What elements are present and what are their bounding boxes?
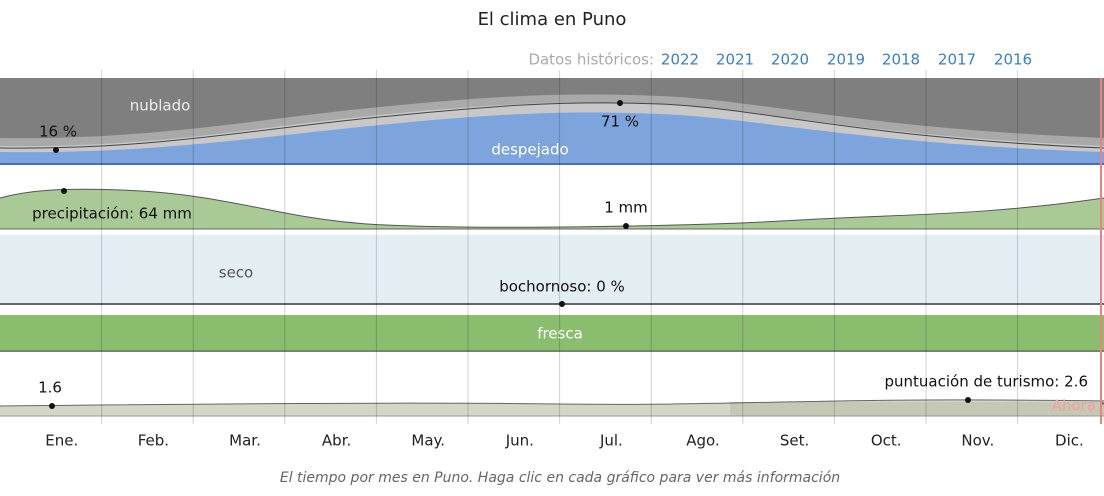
month-grid	[101, 70, 1019, 424]
tourism-line	[0, 399, 1104, 407]
tourism-max-label: puntuación de turismo: 2.6	[884, 373, 1088, 391]
caption: El tiempo por mes en Puno. Haga clic en …	[280, 470, 840, 486]
year-link[interactable]: 2018	[882, 51, 920, 69]
month-label: Feb.	[138, 432, 169, 450]
wind-band	[0, 315, 1104, 352]
month-label: Set.	[780, 432, 809, 450]
precip-min-label: 1 mm	[604, 199, 648, 217]
wind-label: fresca	[537, 325, 583, 343]
humidity-label: seco	[219, 264, 253, 282]
tourism-max-dot	[965, 397, 971, 403]
year-link[interactable]: 2019	[827, 51, 865, 69]
years: 2022 2021 2020 2019 2018 2017 2016	[661, 51, 1032, 69]
cloud-top-label: nublado	[130, 97, 191, 115]
precip-min-dot	[623, 223, 629, 229]
tourism-min-dot	[49, 403, 55, 409]
month-label: Nov.	[961, 432, 994, 450]
precip-max-label: precipitación: 64 mm	[32, 205, 192, 223]
cloud-bottom-label: despejado	[491, 141, 568, 159]
year-link[interactable]: 2021	[716, 51, 754, 69]
month-label: Ago.	[686, 432, 719, 450]
month-label: Oct.	[871, 432, 902, 450]
precip-area	[0, 189, 1104, 229]
month-label: Jul.	[599, 432, 623, 450]
year-link[interactable]: 2016	[994, 51, 1032, 69]
month-label: May.	[411, 432, 445, 450]
month-label: Jun.	[505, 432, 534, 450]
humidity-dot	[559, 301, 565, 307]
humidity-value-label: bochornoso: 0 %	[499, 278, 625, 296]
tourism-min-label: 1.6	[38, 379, 62, 397]
title: El clima en Puno	[478, 9, 627, 30]
humidity-band	[0, 235, 1104, 304]
cloud-min-label: 16 %	[39, 123, 77, 141]
precip-max-dot	[61, 188, 67, 194]
month-label: Abr.	[322, 432, 351, 450]
month-label: Mar.	[229, 432, 261, 450]
months: Ene. Feb. Mar. Abr. May. Jun. Jul. Ago. Set. Oct.…	[45, 432, 1083, 450]
precip-line	[0, 188, 1104, 228]
clear-area	[0, 112, 1104, 165]
cloud-max-dot	[617, 100, 623, 106]
cloud-min-dot	[53, 147, 59, 153]
year-link[interactable]: 2022	[661, 51, 699, 69]
month-label: Ene.	[45, 432, 78, 450]
cloud-max-label: 71 %	[601, 113, 639, 131]
tourism-highlight	[730, 402, 1104, 416]
now-label: Ahora	[1052, 397, 1096, 415]
cloud-line	[0, 102, 1104, 149]
history-label: Datos históricos:	[528, 51, 654, 69]
month-label: Dic.	[1055, 432, 1084, 450]
year-link[interactable]: 2017	[938, 51, 976, 69]
year-link[interactable]: 2020	[771, 51, 809, 69]
